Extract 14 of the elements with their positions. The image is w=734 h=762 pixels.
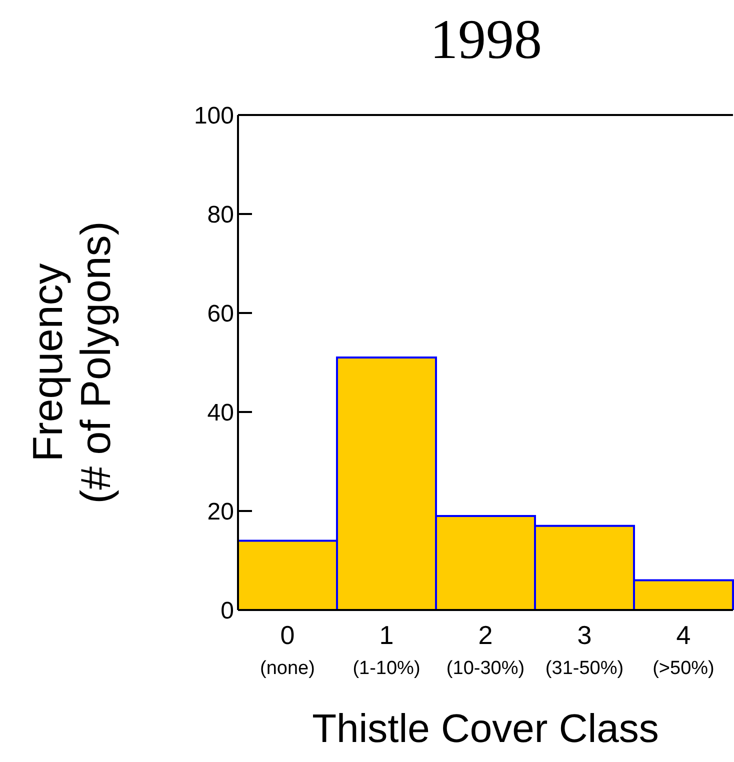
y-tick-label: 40 bbox=[207, 400, 234, 427]
y-tick-label: 0 bbox=[220, 598, 234, 625]
x-axis-title: Thistle Cover Class bbox=[312, 707, 659, 751]
y-tick-label: 20 bbox=[207, 498, 234, 526]
y-tick-label: 80 bbox=[207, 202, 234, 229]
x-tick-label: 4 (>50%) bbox=[652, 620, 714, 679]
chart-title: 1998 bbox=[429, 8, 543, 72]
y-axis-title: Frequency (# of Polygons) bbox=[24, 221, 119, 504]
x-tick-label: 0 (none) bbox=[260, 620, 315, 679]
x-tick-label: 2 (10-30%) bbox=[446, 620, 525, 679]
y-tick-label: 60 bbox=[207, 300, 234, 328]
y-tick-label: 100 bbox=[194, 102, 234, 130]
x-tick-label: 3 (31-50%) bbox=[545, 620, 624, 679]
x-tick-label: 1 (1-10%) bbox=[352, 620, 420, 679]
